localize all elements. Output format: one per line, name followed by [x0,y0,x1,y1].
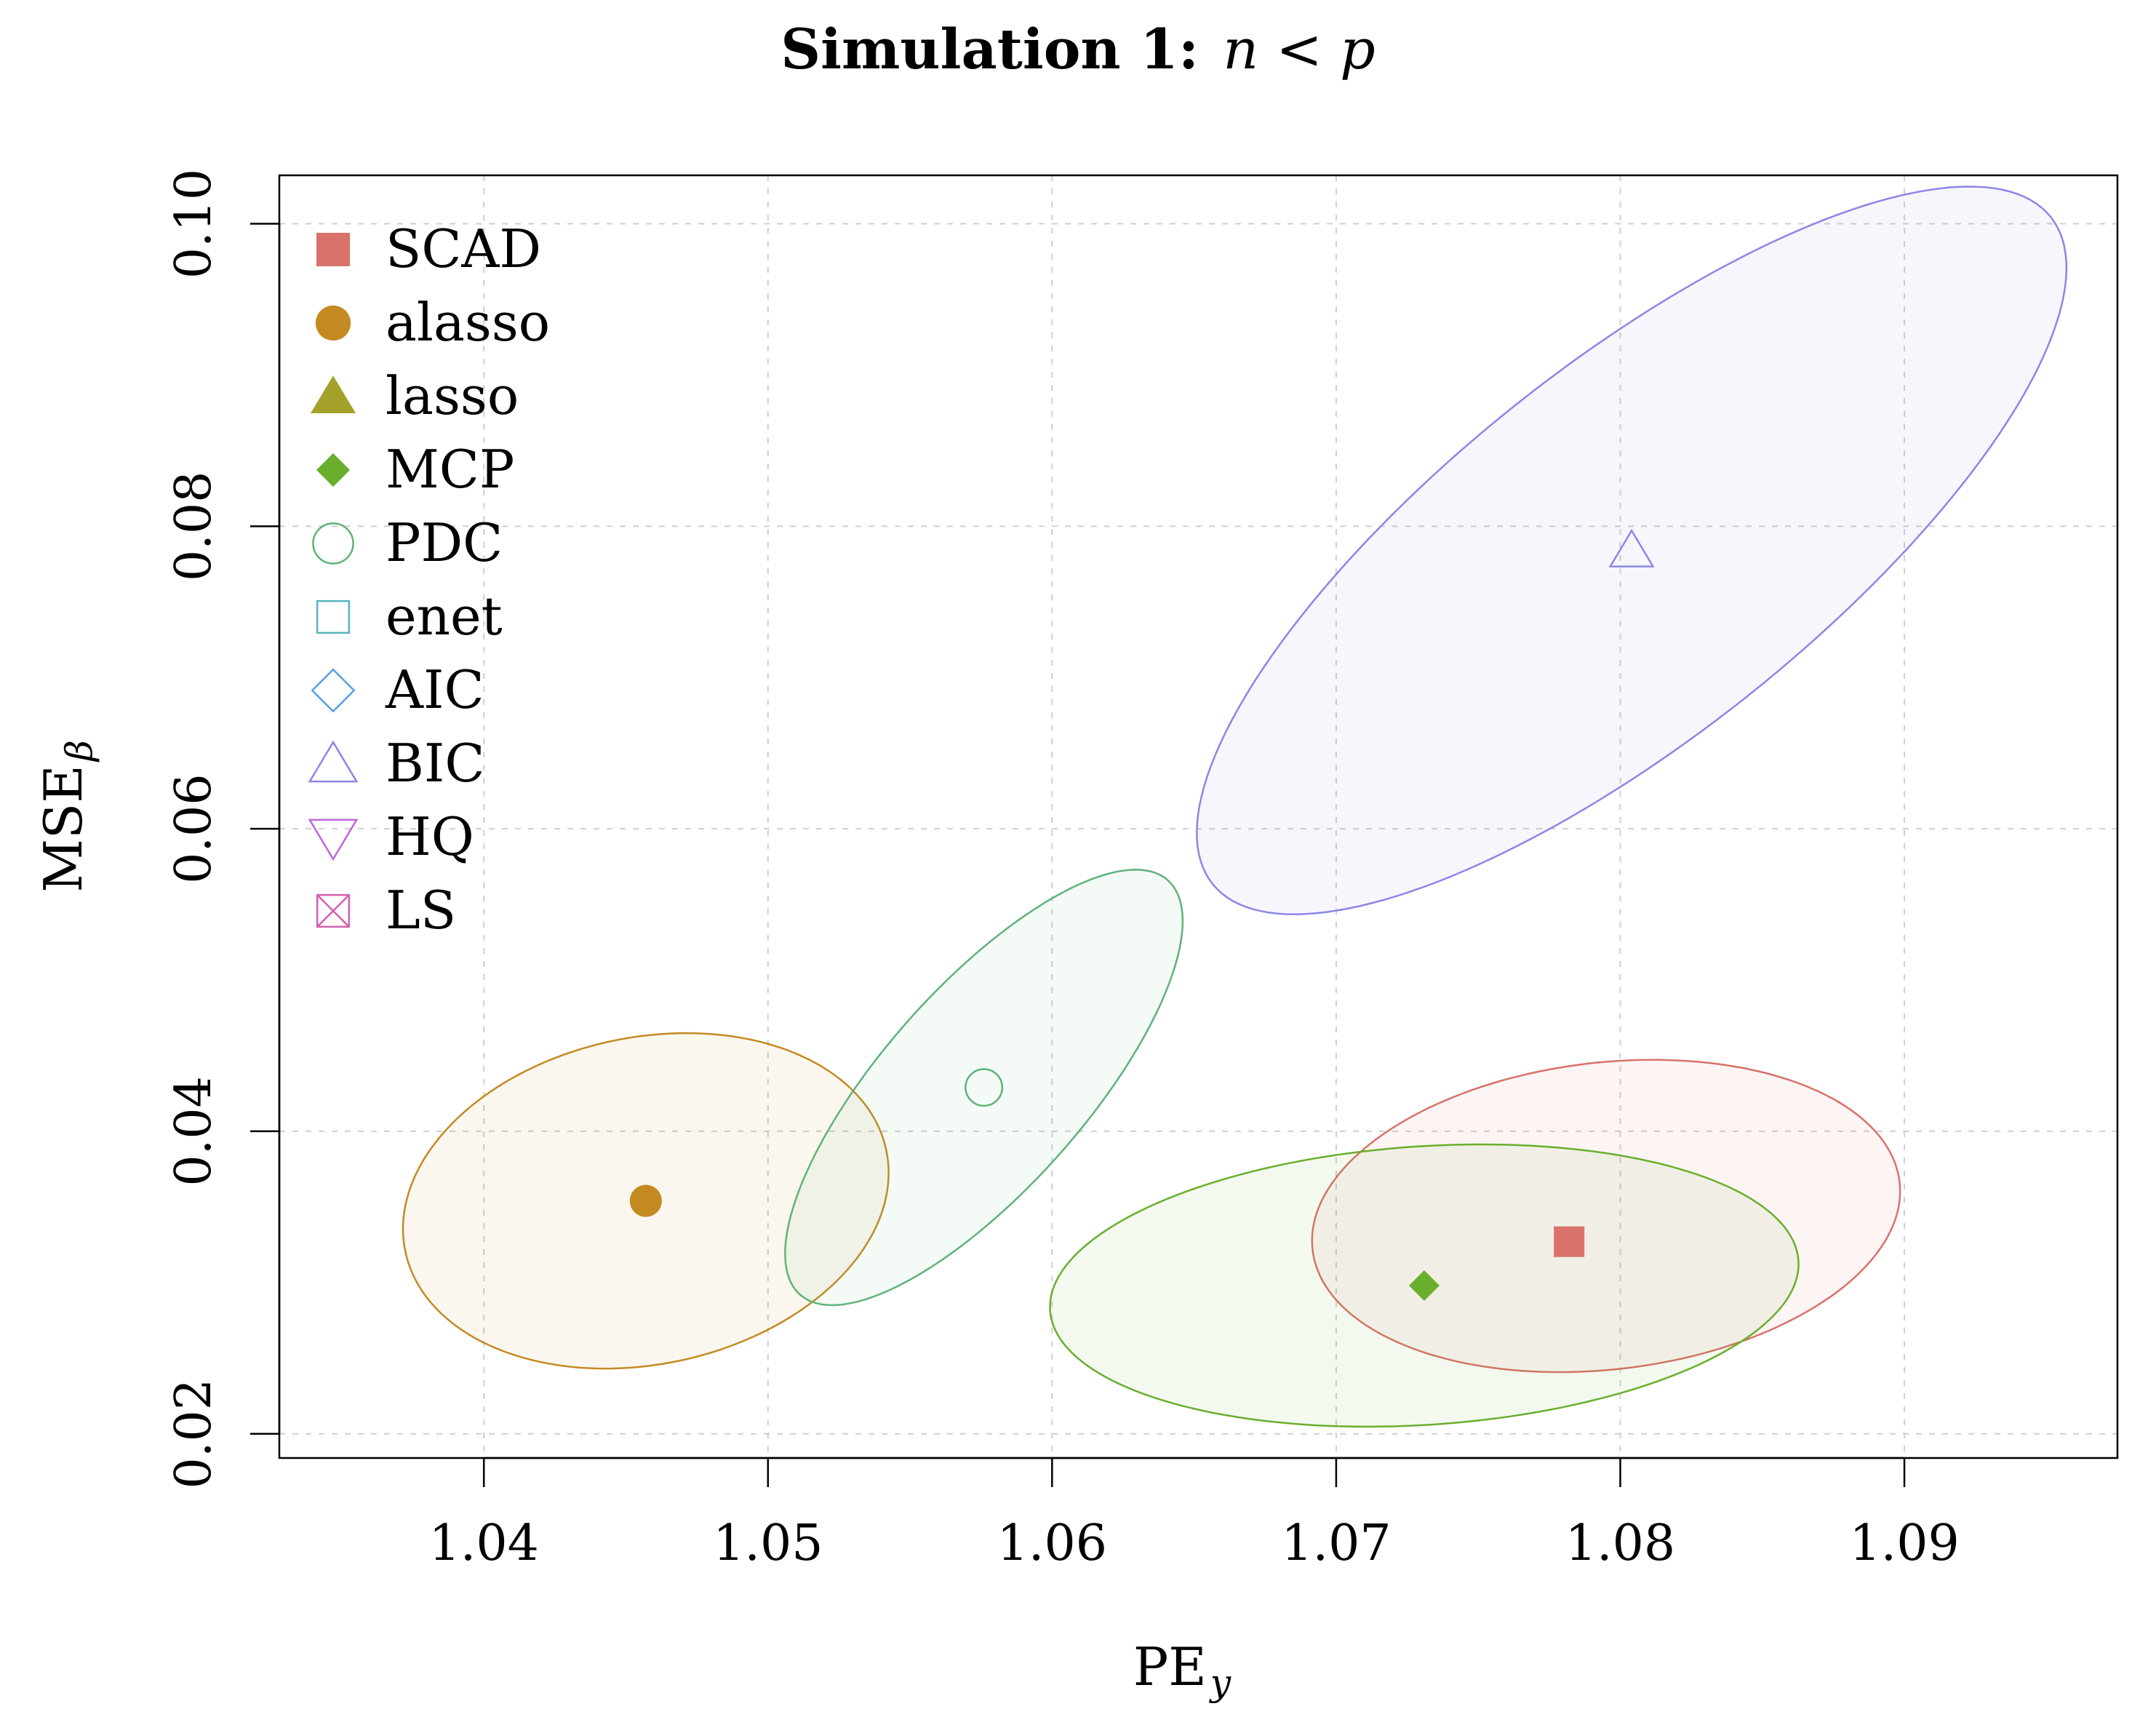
point-alasso [629,1184,662,1217]
axis-layer: 1.04 1.05 1.06 1.07 1.08 1.09 0.02 0.04 0.06 0.08… [165,169,1960,1572]
ellipse-scad [1311,1059,1901,1374]
x-tick-label: 1.08 [1565,1515,1675,1572]
x-tick-label: 1.07 [1281,1515,1391,1572]
legend-label: BIC [386,733,484,794]
legend-label: lasso [386,365,519,426]
legend-item-alasso: alasso [315,292,550,353]
ellipse-pdc [784,869,1184,1307]
y-tick-label: 0.02 [165,1379,223,1489]
legend-label: AIC [385,659,484,720]
legend-marker-pdc [312,522,354,565]
legend-item-mcp: MCP [316,439,514,500]
legend-item-aic: AIC [311,659,484,720]
legend-item-ls: LS [316,880,456,941]
legend-label: HQ [386,806,474,867]
y-tick-label: 0.10 [165,169,223,279]
grid-layer [279,175,2117,1458]
legend-item-scad: SCAD [316,218,541,279]
legend-label: alasso [386,292,550,353]
legend-marker-scad [316,233,350,266]
x-axis-label-main: PE [1133,1636,1207,1697]
legend-marker-hq [308,818,359,861]
legend-label: LS [386,880,456,941]
legend-label: MCP [386,439,514,500]
legend-marker-aic [311,668,356,713]
legend-item-enet: enet [316,586,503,647]
legend-marker-enet [316,599,351,634]
ellipse-bic [1196,186,2068,915]
legend-marker-ls [316,893,351,928]
point-scad [1554,1226,1585,1257]
legend: SCAD alasso lasso MCP PDC enet AIC BIC HQ LS [308,218,550,941]
y-axis-label: MSE β [33,740,100,893]
legend-marker-mcp [316,453,350,487]
x-tick-label: 1.09 [1849,1515,1959,1572]
legend-item-pdc: PDC [312,512,503,573]
x-tick-label: 1.05 [713,1515,823,1572]
chart-title: Simulation 1: [780,17,1199,81]
legend-marker-bic [308,740,359,783]
point-layer [629,528,1655,1301]
legend-item-lasso: lasso [310,365,519,426]
y-tick-label: 0.04 [165,1076,223,1186]
x-tick-label: 1.06 [997,1515,1107,1572]
legend-marker-lasso [310,375,356,413]
legend-label: enet [386,586,503,647]
y-tick-label: 0.08 [165,471,223,581]
chart-title-math: n < p [1223,17,1376,81]
point-mcp [1409,1270,1440,1301]
chart-title-block: Simulation 1: n < p [780,17,1376,81]
y-axis-label-main: MSE [33,765,94,893]
legend-label: PDC [386,512,503,573]
x-axis-label-sub: y [1209,1662,1231,1704]
y-axis-label-sub: β [58,740,100,762]
x-axis-label: PE y [1133,1636,1231,1704]
legend-item-bic: BIC [308,733,484,794]
legend-label: SCAD [386,218,541,279]
point-pdc [965,1068,1004,1107]
legend-marker-alasso [315,305,351,341]
point-bic [1608,528,1655,567]
legend-item-hq: HQ [308,806,474,867]
y-tick-label: 0.06 [165,773,223,883]
x-tick-label: 1.04 [429,1515,539,1572]
